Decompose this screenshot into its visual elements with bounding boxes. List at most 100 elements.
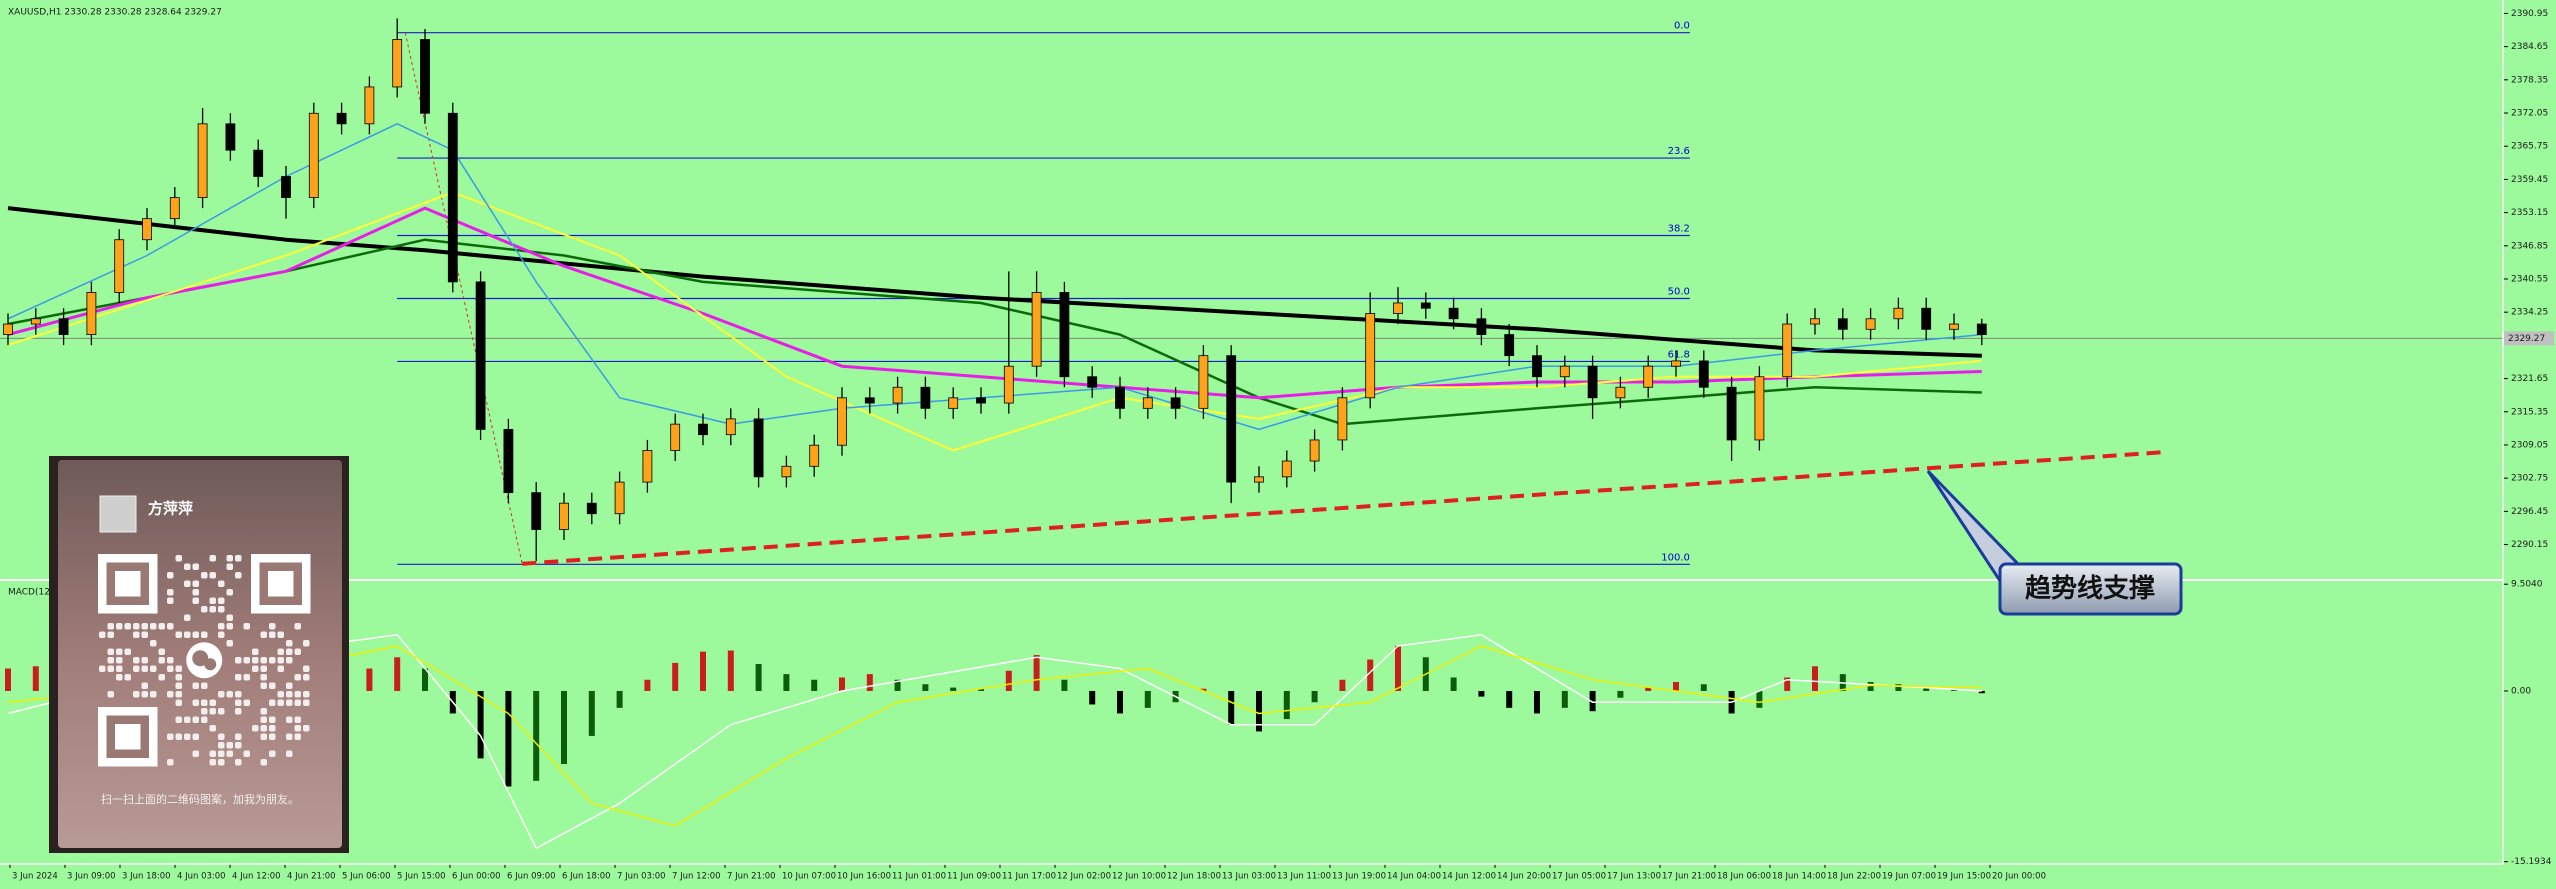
qr-module [209, 708, 216, 715]
qr-module [167, 572, 174, 579]
qr-module [107, 691, 114, 698]
qr-code [98, 554, 311, 767]
qr-module [252, 657, 259, 664]
qr-module [175, 682, 182, 689]
qr-module [141, 623, 148, 630]
candle-body [1754, 376, 1765, 441]
qr-module [192, 699, 199, 706]
candle-body [1504, 334, 1515, 357]
qr-module [175, 674, 182, 681]
candle-body [1559, 365, 1570, 378]
candle-body [698, 423, 708, 436]
macd-bar [839, 677, 845, 691]
qr-module [141, 682, 148, 689]
qr-module [269, 682, 276, 689]
qr-module [107, 623, 114, 630]
y-tick-label: 2340.55 [2511, 274, 2548, 284]
qr-module [124, 648, 131, 655]
macd-bar [783, 674, 790, 691]
candle-body [197, 123, 208, 198]
candle-body [503, 429, 514, 494]
candle-body [781, 465, 792, 478]
qr-module [124, 623, 131, 630]
candle-body [1476, 318, 1487, 335]
avatar [99, 495, 137, 533]
x-tick-label: 7 Jun 21:00 [727, 872, 776, 882]
x-tick-label: 18 Jun 06:00 [1717, 872, 1771, 882]
qr-module [243, 623, 250, 630]
qr-module [235, 657, 242, 664]
y-tick-label: 2346.85 [2511, 241, 2548, 251]
qr-module [294, 716, 301, 723]
x-tick-label: 18 Jun 14:00 [1772, 872, 1826, 882]
candle-body [392, 39, 403, 88]
qr-module [226, 555, 233, 562]
x-tick-label: 17 Jun 21:00 [1662, 872, 1716, 882]
candle-body [364, 86, 375, 125]
macd-bar [1617, 690, 1624, 698]
qr-module [235, 555, 242, 562]
candle-body [1170, 397, 1181, 409]
candle-body [225, 123, 236, 151]
macd-bar [1311, 690, 1318, 703]
qr-module [218, 759, 225, 766]
qr-module [286, 750, 293, 757]
macd-bar [1784, 677, 1791, 691]
qr-module [158, 648, 165, 655]
qr-module [158, 623, 165, 630]
qr-module [201, 572, 208, 579]
qr-module [260, 716, 267, 723]
qr-module [133, 691, 140, 698]
qr-module [269, 699, 276, 706]
qr-logo [192, 650, 209, 667]
x-tick-label: 13 Jun 19:00 [1332, 872, 1386, 882]
x-tick-label: 14 Jun 04:00 [1387, 872, 1441, 882]
qr-module [235, 674, 242, 681]
candle-body [837, 397, 847, 446]
macd-bar [811, 679, 818, 691]
candle-body [864, 397, 875, 404]
qr-module [218, 580, 225, 587]
qr-module [184, 580, 191, 587]
candle-body [1671, 360, 1681, 367]
qr-module [150, 640, 157, 647]
macd-bar [1506, 690, 1513, 708]
candle-body [920, 386, 931, 409]
candle-body [586, 502, 597, 515]
x-tick-label: 17 Jun 13:00 [1607, 872, 1661, 882]
y-tick-label: 2315.35 [2511, 407, 2548, 417]
macd-bar [422, 668, 428, 691]
moving-average [7, 206, 1982, 358]
macd-bar [1645, 687, 1652, 691]
candle-body [1031, 292, 1042, 367]
candle-body [3, 323, 13, 335]
macd-bar [32, 666, 39, 691]
macd-bar [533, 690, 540, 781]
qr-module [226, 691, 233, 698]
x-tick-label: 5 Jun 06:00 [342, 872, 391, 882]
qr-module [192, 733, 199, 740]
qr-module [167, 691, 174, 698]
qr-module [192, 682, 199, 689]
qr-module [209, 606, 216, 613]
x-tick-label: 12 Jun 18:00 [1167, 872, 1221, 882]
y-tick-label: 2378.35 [2511, 75, 2548, 85]
qr-module [133, 623, 140, 630]
candle-body [1921, 307, 1932, 330]
macd-bar [922, 684, 929, 691]
callout-box [1998, 562, 2183, 616]
qr-module [294, 648, 301, 655]
qr-module [218, 742, 225, 749]
qr-module [158, 674, 165, 681]
qr-module [218, 606, 225, 613]
candle-body [1281, 460, 1292, 478]
x-tick-label: 19 Jun 07:00 [1882, 872, 1936, 882]
qr-module [286, 691, 293, 698]
macd-bar [1673, 681, 1679, 691]
qr-module [209, 699, 216, 706]
x-tick-label: 12 Jun 10:00 [1112, 872, 1166, 882]
qr-module [226, 750, 233, 757]
qr-module [192, 563, 199, 570]
candle-body [114, 239, 125, 293]
qr-module [260, 725, 267, 732]
